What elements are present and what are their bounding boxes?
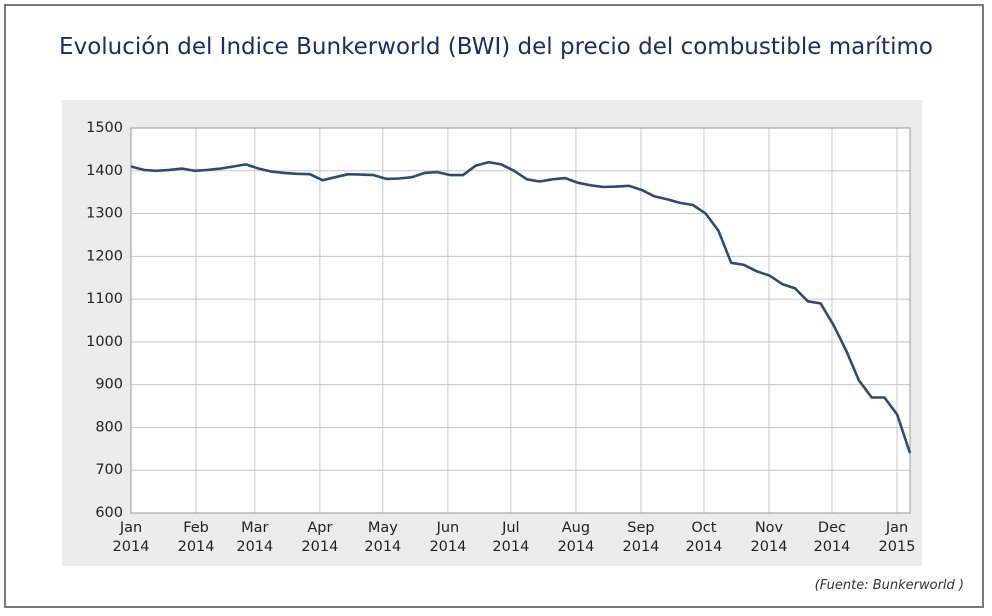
x-tick-label: Nov 2014 bbox=[750, 520, 788, 555]
y-tick-label: 800 bbox=[95, 419, 123, 435]
line bbox=[130, 160, 912, 454]
y-tick-label: 1100 bbox=[86, 291, 123, 307]
y-tick-label: 1500 bbox=[86, 120, 123, 136]
y-tick-label: 700 bbox=[95, 462, 123, 478]
y-tick-label: 1200 bbox=[86, 248, 123, 264]
x-tick-label: Mar 2014 bbox=[236, 520, 274, 555]
x-tick-label: Jul 2014 bbox=[492, 520, 530, 555]
x-tick-label: Sep 2014 bbox=[622, 520, 660, 555]
x-tick-label: Jun 2014 bbox=[429, 520, 467, 555]
plot-border bbox=[130, 127, 911, 514]
y-tick-label: 1400 bbox=[86, 163, 123, 179]
frame bbox=[4, 4, 984, 608]
y-tick-label: 900 bbox=[95, 377, 123, 393]
y-tick-label: 600 bbox=[95, 505, 123, 521]
x-tick-label: Dec 2014 bbox=[813, 520, 851, 555]
y-tick-label: 1000 bbox=[86, 334, 123, 350]
x-tick-label: Feb 2014 bbox=[177, 520, 215, 555]
x-tick-label: Aug 2014 bbox=[557, 520, 595, 555]
x-tick-label: Jan 2015 bbox=[878, 520, 916, 555]
title: Evolución del Indice Bunkerworld (BWI) d… bbox=[59, 34, 933, 60]
source: (Fuente: Bunkerworld ) bbox=[814, 578, 964, 593]
x-tick-label: May 2014 bbox=[364, 520, 402, 555]
x-tick-label: Jan 2014 bbox=[112, 520, 150, 555]
x-tick-label: Apr 2014 bbox=[301, 520, 339, 555]
x-tick-label: Oct 2014 bbox=[685, 520, 723, 555]
plot-area bbox=[130, 127, 911, 514]
y-tick-label: 1300 bbox=[86, 206, 123, 222]
